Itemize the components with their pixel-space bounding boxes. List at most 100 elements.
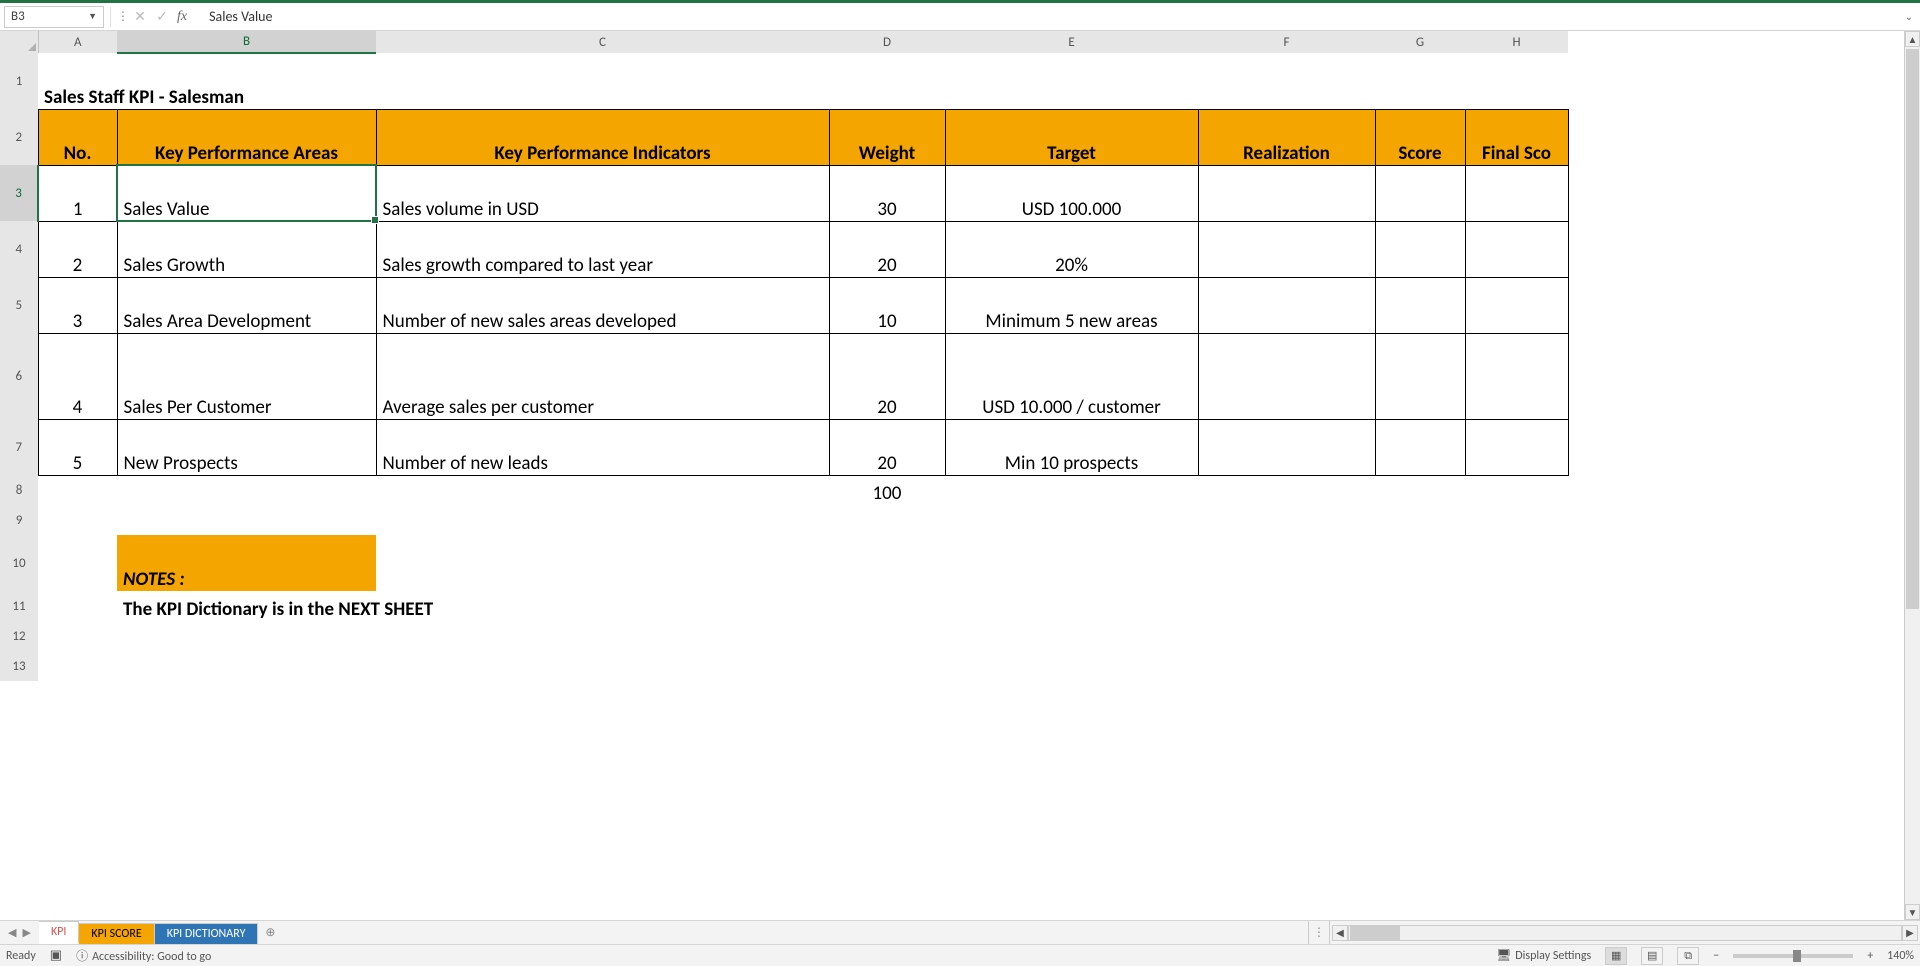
zoom-out-button[interactable]: − xyxy=(1713,949,1719,963)
cell[interactable] xyxy=(376,505,829,535)
kpi-no-cell[interactable]: 4 xyxy=(38,333,117,419)
kpi-no-cell[interactable]: 2 xyxy=(38,221,117,277)
cell[interactable] xyxy=(117,651,376,681)
row-header[interactable]: 8 xyxy=(0,475,38,505)
cell[interactable] xyxy=(376,651,829,681)
cell[interactable] xyxy=(1465,505,1568,535)
cell[interactable] xyxy=(1465,621,1568,651)
kpi-weight-cell[interactable]: 20 xyxy=(829,333,945,419)
row-header[interactable]: 10 xyxy=(0,535,38,591)
formula-input[interactable]: Sales Value xyxy=(197,8,1900,25)
cell[interactable] xyxy=(1465,651,1568,681)
cell[interactable] xyxy=(1198,651,1375,681)
cell[interactable] xyxy=(376,621,829,651)
horizontal-scrollbar[interactable]: ◀ ▶ xyxy=(1330,921,1920,944)
row-header[interactable]: 9 xyxy=(0,505,38,535)
normal-view-button[interactable]: ▦ xyxy=(1605,947,1627,965)
column-header[interactable]: D xyxy=(829,31,945,53)
tab-prev-icon[interactable]: ◀ xyxy=(8,926,16,939)
kpi-realization-cell[interactable] xyxy=(1198,277,1375,333)
row-header[interactable]: 2 xyxy=(0,109,38,165)
zoom-in-button[interactable]: + xyxy=(1867,949,1873,963)
cell[interactable] xyxy=(1198,621,1375,651)
zoom-thumb[interactable] xyxy=(1793,950,1801,962)
sheet-tab[interactable]: KPI SCORE xyxy=(79,923,154,944)
row-header[interactable]: 7 xyxy=(0,419,38,475)
kpi-no-cell[interactable]: 1 xyxy=(38,165,117,221)
display-settings-button[interactable]: 🖥Display Settings xyxy=(1496,948,1591,963)
kpi-area-cell[interactable]: New Prospects xyxy=(117,419,376,475)
kpi-no-cell[interactable]: 3 xyxy=(38,277,117,333)
formula-bar-expand-icon[interactable]: ⌄ xyxy=(1900,10,1918,23)
kpi-target-cell[interactable]: USD 100.000 xyxy=(945,165,1198,221)
cell[interactable] xyxy=(38,651,117,681)
kpi-total-weight[interactable]: 100 xyxy=(829,475,945,505)
kpi-area-cell[interactable]: Sales Value xyxy=(117,165,376,221)
cell[interactable] xyxy=(117,475,376,505)
cell[interactable] xyxy=(376,535,829,591)
kpi-score-cell[interactable] xyxy=(1375,333,1465,419)
kpi-target-cell[interactable]: 20% xyxy=(945,221,1198,277)
cell[interactable] xyxy=(945,535,1198,591)
row-header[interactable]: 6 xyxy=(0,333,38,419)
kpi-weight-cell[interactable]: 30 xyxy=(829,165,945,221)
cell[interactable] xyxy=(376,475,829,505)
kpi-header-cell[interactable]: Realization xyxy=(1198,109,1375,165)
cell[interactable] xyxy=(1375,475,1465,505)
scroll-track[interactable] xyxy=(1905,47,1920,904)
kpi-final-cell[interactable] xyxy=(1465,333,1568,419)
kpi-indicator-cell[interactable]: Number of new leads xyxy=(376,419,829,475)
cell[interactable] xyxy=(1375,505,1465,535)
kpi-header-cell[interactable]: Key Performance Indicators xyxy=(376,109,829,165)
cell[interactable] xyxy=(945,621,1198,651)
kpi-area-cell[interactable]: Sales Area Development xyxy=(117,277,376,333)
kpi-no-cell[interactable]: 5 xyxy=(38,419,117,475)
cell[interactable] xyxy=(1198,535,1375,591)
cell[interactable] xyxy=(38,505,117,535)
kpi-indicator-cell[interactable]: Sales growth compared to last year xyxy=(376,221,829,277)
column-header[interactable]: G xyxy=(1375,31,1465,53)
kpi-area-cell[interactable]: Sales Growth xyxy=(117,221,376,277)
kpi-header-cell[interactable]: Final Sco xyxy=(1465,109,1568,165)
cell[interactable] xyxy=(1375,591,1465,621)
hscroll-thumb[interactable] xyxy=(1350,926,1400,940)
row-header[interactable]: 1 xyxy=(0,53,38,109)
column-header[interactable]: H xyxy=(1465,31,1568,53)
cell[interactable] xyxy=(1198,475,1375,505)
kpi-header-cell[interactable]: Key Performance Areas xyxy=(117,109,376,165)
cell[interactable] xyxy=(38,475,117,505)
zoom-slider[interactable] xyxy=(1733,954,1853,958)
cell[interactable] xyxy=(829,505,945,535)
tab-next-icon[interactable]: ▶ xyxy=(22,926,30,939)
column-header[interactable]: A xyxy=(38,31,117,53)
kpi-area-cell[interactable]: Sales Per Customer xyxy=(117,333,376,419)
kpi-realization-cell[interactable] xyxy=(1198,333,1375,419)
kpi-weight-cell[interactable]: 20 xyxy=(829,221,945,277)
vertical-scrollbar[interactable]: ▲ ▼ xyxy=(1904,31,1920,920)
kpi-header-cell[interactable]: No. xyxy=(38,109,117,165)
page-break-view-button[interactable]: ⧉ xyxy=(1677,947,1699,965)
macro-record-icon[interactable]: ▣ xyxy=(50,948,62,963)
row-header[interactable]: 11 xyxy=(0,591,38,621)
cell[interactable] xyxy=(945,651,1198,681)
kpi-header-cell[interactable]: Weight xyxy=(829,109,945,165)
cell[interactable] xyxy=(945,591,1198,621)
zoom-level[interactable]: 140% xyxy=(1887,949,1914,963)
tab-split-icon[interactable]: ⋮ xyxy=(1308,921,1330,944)
cell[interactable] xyxy=(829,621,945,651)
cell[interactable] xyxy=(38,591,117,621)
cell[interactable] xyxy=(829,591,945,621)
kpi-score-cell[interactable] xyxy=(1375,277,1465,333)
kpi-score-cell[interactable] xyxy=(1375,221,1465,277)
formula-bar-menu-icon[interactable]: ⋮ xyxy=(117,9,129,24)
cell[interactable] xyxy=(1375,621,1465,651)
scroll-right-icon[interactable]: ▶ xyxy=(1902,925,1918,941)
kpi-score-cell[interactable] xyxy=(1375,419,1465,475)
kpi-final-cell[interactable] xyxy=(1465,277,1568,333)
kpi-realization-cell[interactable] xyxy=(1198,419,1375,475)
scroll-thumb[interactable] xyxy=(1906,49,1919,609)
sheet-title[interactable]: Sales Staff KPI - Salesman xyxy=(38,53,1568,109)
kpi-header-cell[interactable]: Score xyxy=(1375,109,1465,165)
add-sheet-button[interactable]: ⊕ xyxy=(258,921,282,944)
kpi-final-cell[interactable] xyxy=(1465,221,1568,277)
